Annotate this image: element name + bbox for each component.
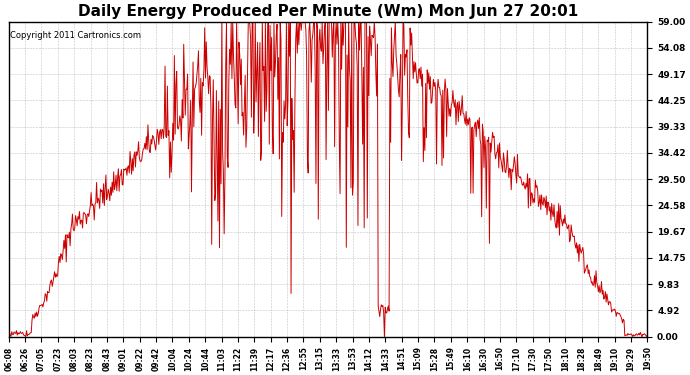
- Title: Daily Energy Produced Per Minute (Wm) Mon Jun 27 20:01: Daily Energy Produced Per Minute (Wm) Mo…: [78, 4, 578, 19]
- Text: Copyright 2011 Cartronics.com: Copyright 2011 Cartronics.com: [10, 31, 141, 40]
